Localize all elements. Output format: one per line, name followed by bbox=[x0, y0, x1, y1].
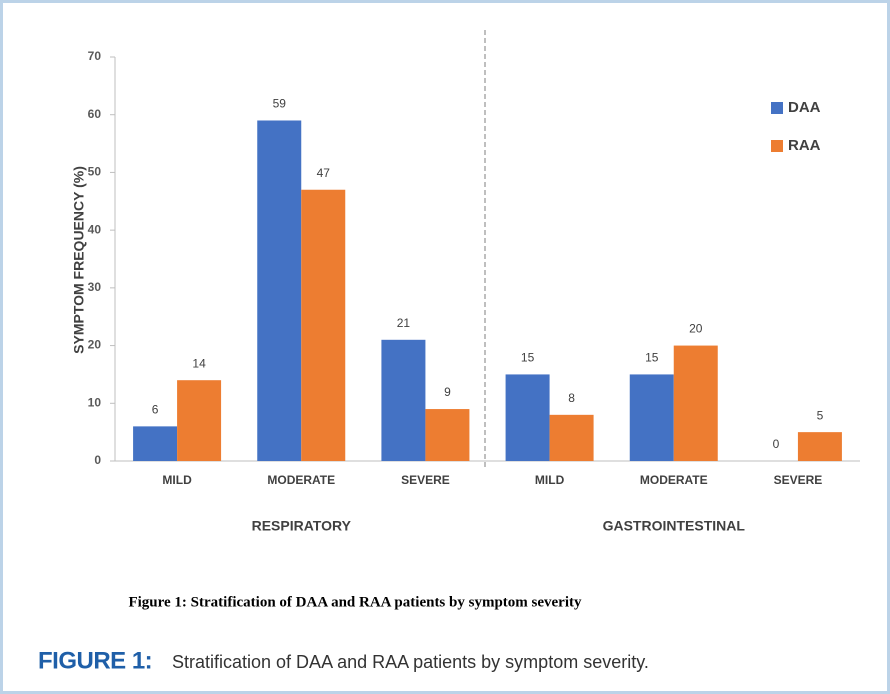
x-tick-label: MODERATE bbox=[640, 473, 708, 487]
legend-label: RAA bbox=[788, 137, 821, 154]
bar bbox=[629, 374, 674, 461]
value-label: 9 bbox=[444, 385, 451, 399]
y-axis-label: SYMPTOM FREQUENCY (%) bbox=[71, 166, 87, 354]
group-label: RESPIRATORY bbox=[252, 518, 352, 534]
x-tick-label: SEVERE bbox=[774, 473, 823, 487]
legend-swatch bbox=[771, 102, 783, 114]
value-label: 21 bbox=[397, 316, 411, 330]
bar bbox=[177, 380, 222, 461]
bar bbox=[797, 432, 842, 461]
y-tick-label: 0 bbox=[94, 453, 101, 467]
caption-label: FIGURE 1: bbox=[38, 647, 152, 674]
value-label: 8 bbox=[568, 391, 575, 405]
x-tick-label: MODERATE bbox=[267, 473, 335, 487]
bar bbox=[673, 345, 718, 461]
bar bbox=[257, 120, 302, 461]
value-label: 5 bbox=[817, 408, 824, 422]
value-label: 6 bbox=[152, 403, 159, 417]
value-label: 0 bbox=[773, 437, 780, 451]
value-label: 14 bbox=[192, 356, 206, 370]
legend-swatch bbox=[771, 140, 783, 152]
bar bbox=[425, 409, 470, 461]
y-tick-label: 70 bbox=[88, 49, 102, 63]
legend-label: DAA bbox=[788, 99, 821, 116]
y-tick-label: 10 bbox=[88, 395, 102, 409]
value-label: 15 bbox=[521, 351, 535, 365]
y-tick-label: 20 bbox=[88, 338, 102, 352]
value-label: 15 bbox=[645, 351, 659, 365]
y-tick-label: 60 bbox=[88, 107, 102, 121]
figure-title: Figure 1: Stratification of DAA and RAA … bbox=[128, 594, 582, 610]
bar bbox=[549, 414, 594, 461]
y-tick-label: 40 bbox=[88, 222, 102, 236]
bar bbox=[505, 374, 550, 461]
y-tick-label: 30 bbox=[88, 280, 102, 294]
caption-text: Stratification of DAA and RAA patients b… bbox=[172, 652, 649, 672]
bar bbox=[133, 426, 178, 461]
bar bbox=[301, 189, 346, 461]
x-tick-label: MILD bbox=[162, 473, 192, 487]
group-label: GASTROINTESTINAL bbox=[603, 518, 746, 534]
value-label: 20 bbox=[689, 322, 703, 336]
x-tick-label: MILD bbox=[535, 473, 565, 487]
value-label: 47 bbox=[317, 166, 331, 180]
value-label: 59 bbox=[273, 97, 287, 111]
x-tick-label: SEVERE bbox=[401, 473, 450, 487]
bar bbox=[381, 339, 426, 461]
y-tick-label: 50 bbox=[88, 165, 102, 179]
